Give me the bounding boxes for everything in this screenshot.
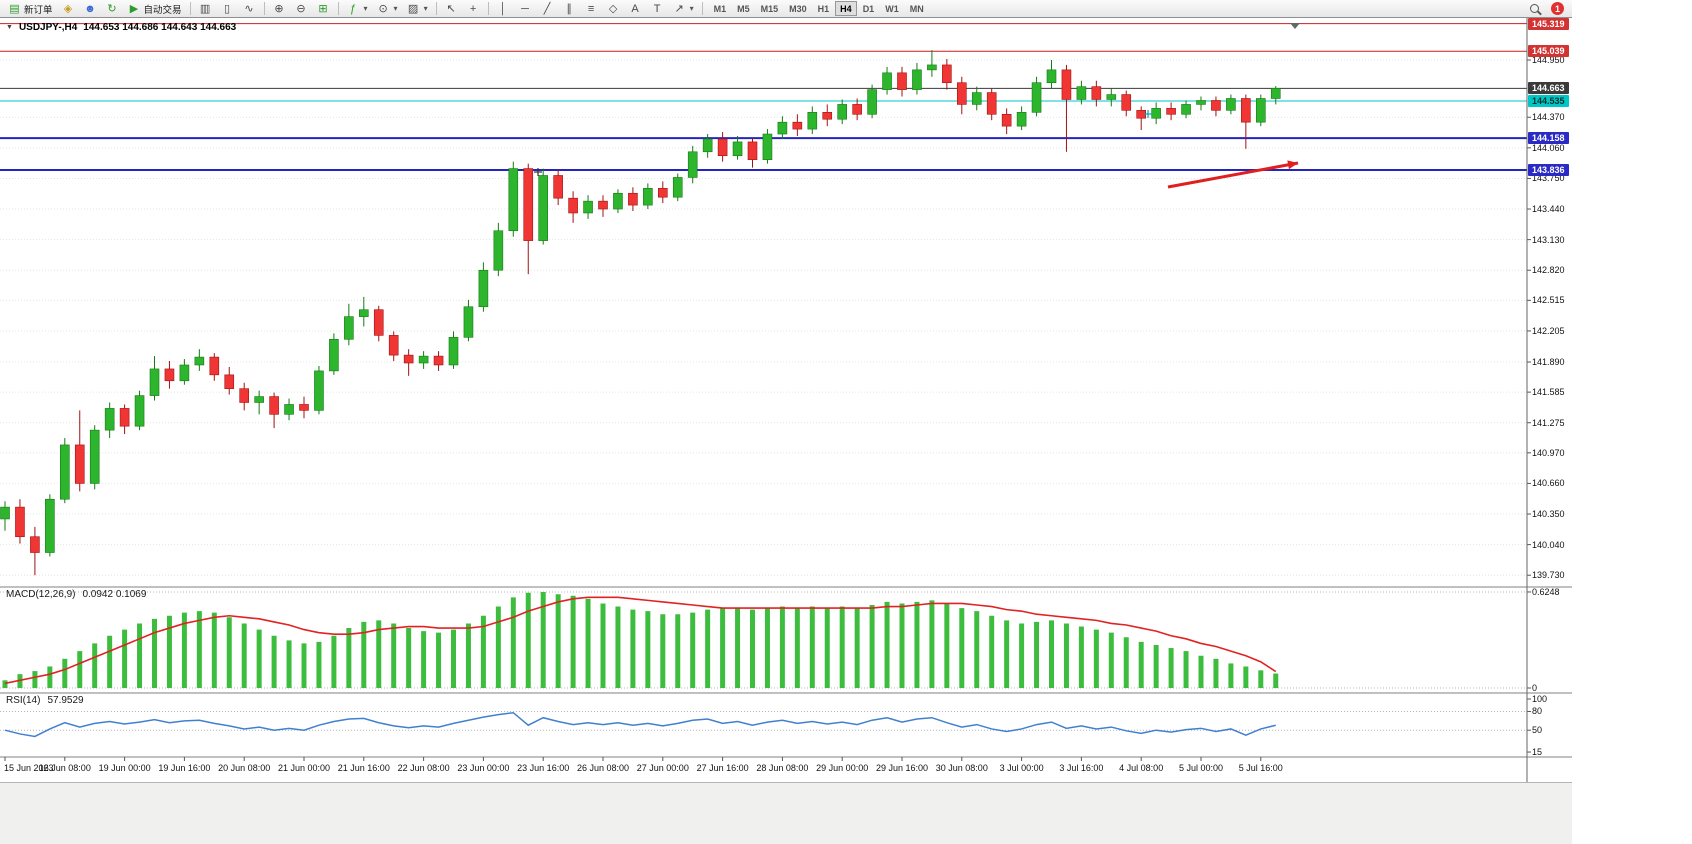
text-label-button[interactable]: T [647,1,668,17]
macd-histogram [2,591,1279,688]
crosshair-icon: + [469,2,477,15]
chevron-down-icon: ▾ [393,4,398,13]
tile-windows-icon: ⊞ [318,2,328,15]
terminal-window: ▤ 新订单 ◈ ☻ ↻ ▶ 自动交易 ▥ ▯ ∿ ⊕ ⊖ ⊞ ƒ ▾ ⊙ ▾ ▨ ▾ … [0,0,1572,844]
templates-icon: ▨ [407,2,419,15]
toolbar-separator [487,2,489,15]
notification-badge[interactable]: 1 [1551,2,1564,15]
channel-icon: ∥ [566,2,572,15]
chevron-down-icon: ▾ [363,4,368,13]
trendline-button[interactable]: ╱ [537,1,558,17]
candlestick-chart-button[interactable]: ▯ [217,1,238,17]
bottom-strip [0,782,1572,844]
templates-button[interactable]: ▨ ▾ [403,1,432,17]
chart-canvas[interactable] [0,18,1572,782]
toolbar-separator [435,2,437,15]
zoom-out-button[interactable]: ⊖ [291,1,312,17]
toolbar-separator [337,2,339,15]
chart-shift-marker [1290,23,1300,29]
search-button[interactable] [1526,1,1543,17]
timeframe-m1[interactable]: M1 [709,1,732,16]
vertical-line-icon: │ [499,2,507,15]
search-icon [1530,4,1539,13]
profile-icon: ☻ [84,2,96,15]
chevron-down-icon: ▾ [423,4,428,13]
main-toolbar: ▤ 新订单 ◈ ☻ ↻ ▶ 自动交易 ▥ ▯ ∿ ⊕ ⊖ ⊞ ƒ ▾ ⊙ ▾ ▨ ▾ … [0,0,1572,18]
line-chart-button[interactable]: ∿ [239,1,260,17]
chart-wizard-button[interactable]: ◈ [58,1,79,17]
timeframe-h1[interactable]: H1 [813,1,835,16]
vertical-line-button[interactable]: │ [493,1,514,17]
text-button[interactable]: A [625,1,646,17]
timeframe-m5[interactable]: M5 [732,1,755,16]
new-order-label: 新订单 [24,4,53,16]
autotrade-label: 自动交易 [143,4,182,16]
timeframe-m15[interactable]: M15 [756,1,784,16]
annotation-arrow[interactable] [1167,161,1299,189]
zoom-in-button[interactable]: ⊕ [269,1,290,17]
chart-wizard-icon: ◈ [63,2,73,15]
new-order-icon: ▤ [9,2,20,15]
toolbar-right-group: 1 [1526,1,1568,17]
periods-icon: ⊙ [378,2,388,15]
text-icon: A [631,2,639,15]
refresh-button[interactable]: ↻ [102,1,123,17]
fibonacci-button[interactable]: ≡ [581,1,602,17]
profile-button[interactable]: ☻ [80,1,101,17]
bar-chart-icon: ▥ [199,2,211,15]
rsi-line [4,711,1276,738]
timeframe-h4[interactable]: H4 [835,1,857,16]
periods-button[interactable]: ⊙ ▾ [373,1,402,17]
toolbar-separator [263,2,265,15]
horizontal-line-button[interactable]: ─ [515,1,536,17]
candlestick-chart-icon: ▯ [224,2,231,15]
zoom-out-icon: ⊖ [296,2,306,15]
indicators-icon: ƒ [349,2,357,15]
toolbar-separator [189,2,191,15]
chart-window: ▼ USDJPY-,H4 144.653 144.686 144.643 144… [0,17,1572,782]
annotation-arrowhead [1287,160,1298,170]
cursor-button[interactable]: ↖ [441,1,462,17]
text-label-icon: T [653,2,661,15]
macd-signal-line [4,596,1277,685]
trendline-icon: ╱ [543,2,551,15]
timeframe-w1[interactable]: W1 [880,1,904,16]
arrow-tool-icon: ↗ [674,2,684,15]
new-order-button[interactable]: ▤ 新订单 [4,1,57,17]
toolbar-separator [701,2,703,15]
timeframe-d1[interactable]: D1 [858,1,880,16]
indicators-button[interactable]: ƒ ▾ [343,1,372,17]
bar-chart-button[interactable]: ▥ [195,1,216,17]
timeframe-mn[interactable]: MN [905,1,929,16]
arrow-tools-button[interactable]: ↗ ▾ [669,1,698,17]
shapes-button[interactable]: ◇ [603,1,624,17]
crosshair-button[interactable]: + [463,1,484,17]
tile-windows-button[interactable]: ⊞ [313,1,334,17]
autotrade-button[interactable]: ▶ 自动交易 [124,1,186,17]
channel-button[interactable]: ∥ [559,1,580,17]
zoom-in-icon: ⊕ [274,2,284,15]
refresh-icon: ↻ [107,2,117,15]
line-chart-icon: ∿ [244,2,254,15]
shapes-icon: ◇ [608,2,618,15]
chevron-down-icon: ▾ [689,4,694,13]
candles-layer [0,50,1281,576]
autotrade-icon: ▶ [129,2,139,15]
timeframe-m30[interactable]: M30 [784,1,812,16]
fibonacci-icon: ≡ [587,2,595,15]
horizontal-line-icon: ─ [521,2,529,15]
cursor-icon: ↖ [446,2,456,15]
timeframe-toolbar: M1 M5 M15 M30 H1 H4 D1 W1 MN [709,1,929,16]
